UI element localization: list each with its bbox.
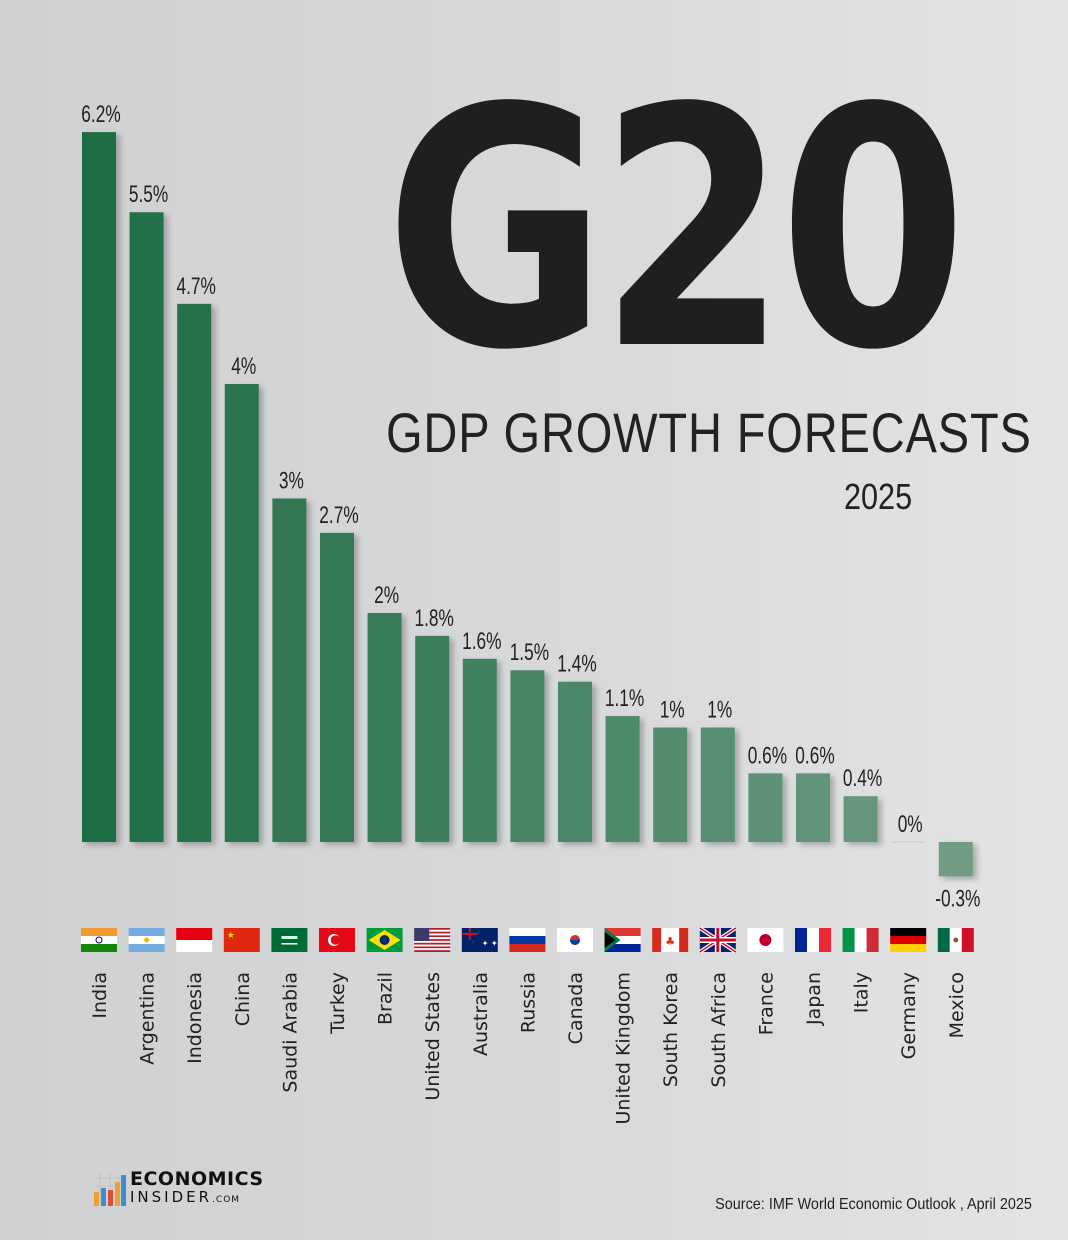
italy-flag-icon [842, 928, 879, 952]
source-note: Source: IMF World Economic Outlook , Apr… [715, 1196, 1032, 1213]
data-label: 1% [660, 697, 685, 723]
bar [177, 303, 212, 843]
china-flag-icon: ★ [223, 928, 260, 952]
svg-text:♣: ♣ [665, 935, 675, 948]
indonesia-flag-icon [176, 928, 213, 952]
category-label: United Kingdom [613, 972, 635, 1125]
category-label: Canada [565, 972, 587, 1044]
south-africa-flag-icon [604, 928, 641, 952]
data-label: 3% [279, 468, 304, 494]
turkey-flag-icon [319, 928, 355, 952]
data-label: 1.1% [605, 685, 644, 711]
france-flag-icon [795, 928, 831, 952]
category-label: Mexico [946, 972, 968, 1038]
bar [320, 532, 354, 842]
svg-text:✦ ✦: ✦ ✦ [482, 939, 498, 948]
bar [796, 773, 830, 842]
economics-insider-logo: ECONOMICS INSIDER.COM [92, 1170, 264, 1208]
category-label: China [232, 972, 254, 1026]
data-label: 6.2% [81, 101, 120, 127]
subtitle: GDP GROWTH FORECASTS [386, 401, 1032, 464]
japan-flag-icon [747, 928, 784, 952]
data-label: 5.5% [129, 182, 168, 208]
canada-flag-icon: ♣ [652, 928, 689, 952]
brazil-flag-icon [366, 928, 403, 952]
data-label: 1.8% [415, 605, 454, 631]
category-label: United States [422, 972, 444, 1101]
australia-flag-icon: ✦ ✦ [461, 928, 498, 952]
argentina-flag-icon [128, 928, 165, 952]
bar [129, 212, 164, 842]
category-label: Russia [517, 972, 539, 1033]
category-label: Turkey [327, 972, 349, 1035]
category-label: Australia [470, 972, 492, 1056]
south-korea-flag-icon [557, 928, 593, 952]
bar-chart-logo-icon [92, 1172, 126, 1206]
category-label: Indonesia [184, 972, 206, 1064]
data-label: 0.4% [843, 766, 882, 792]
logo-text-top: ECONOMICS [130, 1168, 264, 1190]
year-label: 2025 [843, 476, 912, 517]
data-label: -0.3% [935, 886, 980, 912]
data-label: 1.5% [510, 640, 549, 666]
germany-flag-icon [890, 928, 927, 952]
bar [558, 681, 592, 842]
bar [415, 635, 450, 842]
data-label: 1.6% [462, 628, 501, 654]
bar [605, 716, 640, 842]
data-label: 4% [231, 353, 256, 379]
india-flag-icon [81, 928, 117, 952]
bar [82, 132, 116, 843]
data-label: 0.6% [795, 743, 834, 769]
category-label: Argentina [137, 972, 159, 1065]
data-label: 1% [707, 697, 732, 723]
bar [367, 613, 402, 842]
category-label: India [89, 972, 111, 1019]
bar [272, 498, 307, 842]
data-label: 2.7% [319, 502, 358, 528]
bar [653, 727, 688, 842]
category-label: Germany [898, 972, 920, 1059]
united-states-flag-icon [414, 928, 451, 952]
category-label: South Africa [708, 972, 730, 1087]
russia-flag-icon [509, 928, 546, 952]
bar [748, 773, 783, 842]
category-label: Italy [851, 972, 873, 1013]
data-label: 4.7% [177, 273, 216, 299]
category-label: Brazil [375, 972, 397, 1025]
data-label: 0% [898, 811, 923, 837]
bar [510, 670, 545, 842]
bar [843, 796, 878, 842]
main-title: G20 [385, 38, 967, 422]
category-label: Saudi Arabia [279, 972, 301, 1093]
mexico-flag-icon [937, 928, 974, 952]
bar [700, 727, 735, 842]
data-label: 2% [374, 582, 399, 608]
united-kingdom-flag-icon [698, 926, 737, 954]
category-label: France [755, 972, 777, 1035]
category-label: Japan [803, 972, 825, 1026]
logo-text-bottom: INSIDER [130, 1188, 213, 1206]
category-label: South Korea [660, 972, 682, 1087]
logo-suffix: .COM [212, 1195, 241, 1205]
data-label: 1.4% [557, 651, 596, 677]
bar [462, 658, 497, 842]
data-label: 0.6% [748, 743, 787, 769]
bar [224, 384, 259, 842]
svg-text:★: ★ [227, 931, 235, 941]
saudi-arabia-flag-icon [271, 928, 308, 952]
bar [938, 842, 973, 877]
